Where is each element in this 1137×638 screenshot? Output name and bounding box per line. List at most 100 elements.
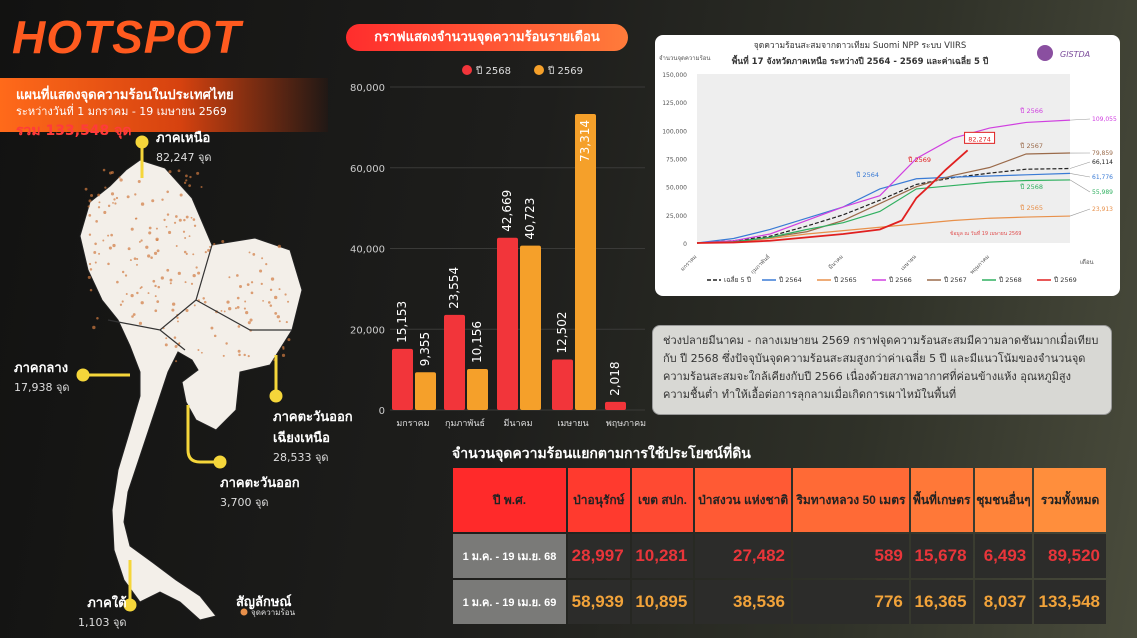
row-period: 1 ม.ค. - 19 เม.ย. 68 <box>453 534 566 578</box>
hotspot-dot <box>84 187 88 191</box>
hotspot-dot <box>192 218 196 221</box>
hotspot-dot <box>213 334 217 338</box>
hotspot-dot <box>166 268 170 272</box>
hotspot-dot <box>137 180 141 184</box>
y-tick-label: 100,000 <box>662 128 687 135</box>
hotspot-dot <box>136 257 139 261</box>
hotspot-dot <box>165 337 168 340</box>
end-value-label: 79,859 <box>1092 150 1113 157</box>
hotspot-dot <box>140 239 143 242</box>
hotspot-dot <box>108 171 113 175</box>
hotspot-dot <box>118 176 121 179</box>
hotspot-dot <box>174 345 178 348</box>
hotspot-dot <box>175 360 178 363</box>
series-inline-label: ปี 2567 <box>1020 142 1043 150</box>
hotspot-dot <box>147 292 150 295</box>
cell-value: 27,482 <box>695 534 791 578</box>
hotspot-dot <box>243 353 246 357</box>
cell-value: 38,536 <box>695 580 791 624</box>
hotspot-dot <box>193 224 197 227</box>
hotspot-dot <box>220 309 223 312</box>
hotspot-dot <box>88 262 92 266</box>
hotspot-dot <box>124 274 128 277</box>
hotspot-dot <box>225 342 228 345</box>
hotspot-dot <box>197 271 201 275</box>
bar <box>520 245 541 410</box>
total-hotspots: รวม 133,548 จุด <box>16 123 132 139</box>
hotspot-dot <box>121 270 125 274</box>
cell-value: 89,520 <box>1034 534 1106 578</box>
hotspot-dot <box>87 275 91 279</box>
y-tick-label: 150,000 <box>662 72 687 79</box>
bar-value-label: 73,314 <box>578 120 592 162</box>
line-chart-subtitle: พื้นที่ 17 จังหวัดภาคเหนือ ระหว่างปี 256… <box>732 54 989 67</box>
hotspot-dot <box>115 196 119 200</box>
hotspot-dot <box>274 295 278 300</box>
hotspot-dot <box>87 205 90 208</box>
hotspot-dot <box>130 227 134 231</box>
hotspot-dot <box>166 190 169 194</box>
column-header: ปี พ.ศ. <box>453 468 566 532</box>
table-row: 1 ม.ค. - 19 เม.ย. 69 58,939 10,895 38,536 77… <box>453 580 1106 624</box>
bar-value-label: 9,355 <box>418 332 432 366</box>
cell-value: 589 <box>793 534 909 578</box>
hotspot-dot <box>238 285 243 289</box>
hotspot-dot <box>184 281 187 284</box>
hotspot-dot <box>175 245 178 248</box>
series-line <box>696 119 1071 244</box>
table-header-row: ปี พ.ศ. ป่าอนุรักษ์ เขต สปก. ป่าสงวน แห่งชา… <box>453 468 1106 532</box>
callout-dot-north <box>135 135 149 149</box>
latest-value-box <box>964 131 996 144</box>
hotspot-dot <box>153 251 158 256</box>
y-tick-label: 0 <box>683 241 687 248</box>
bar-value-label: 10,156 <box>470 321 484 363</box>
hotspot-dot <box>116 280 119 284</box>
bar-chart-title: กราฟแสดงจำนวนจุดความร้อนรายเดือน <box>346 24 628 51</box>
hotspot-dot <box>269 288 273 292</box>
hotspot-dot <box>177 320 179 323</box>
hotspot-dot <box>94 242 97 246</box>
hotspot-dot <box>200 185 203 189</box>
hotspot-dot <box>110 192 115 196</box>
hotspot-dot <box>249 318 253 322</box>
legend-label: ปี 2568 <box>998 276 1021 284</box>
region-value: 82,247 จุด <box>156 151 212 164</box>
hotspot-dot <box>104 186 107 189</box>
hotspot-dot <box>179 193 183 197</box>
hotspot-dot <box>184 237 187 239</box>
hotspot-dot <box>278 320 281 323</box>
series-line <box>696 215 1071 244</box>
hotspot-dot <box>236 296 240 300</box>
hotspot-dot <box>285 321 288 324</box>
cell-value: 10,895 <box>631 580 694 624</box>
hotspot-dot <box>270 277 275 281</box>
hotspot-dot <box>193 304 196 307</box>
bar <box>552 359 573 410</box>
end-value-label: 61,776 <box>1092 174 1113 181</box>
bar-value-label: 40,723 <box>523 198 537 240</box>
hotspot-dot <box>136 263 138 266</box>
hotspot-dot <box>287 338 291 342</box>
hotspot-dot <box>132 313 136 316</box>
hotspot-dot <box>154 295 157 298</box>
region-northeast: ภาคตะวันออก เฉียงเหนือ 28,533 จุด <box>273 406 353 466</box>
legend-label-2569: ปี 2569 <box>547 65 583 77</box>
hotspot-dot <box>202 297 205 300</box>
x-tick-label: พฤษภาคม <box>969 254 991 276</box>
hotspot-dot <box>190 282 194 285</box>
end-value-label: 55,989 <box>1092 189 1113 196</box>
hotspot-dot <box>278 288 281 291</box>
hotspot-dot <box>157 285 161 289</box>
hotspot-dot <box>196 171 200 175</box>
hotspot-dot <box>145 245 149 249</box>
bar-value-label: 2,018 <box>608 361 622 395</box>
hotspot-dot <box>98 201 101 204</box>
line-chart-card: จุดความร้อนสะสมจากดาวเทียม Suomi NPP ระบ… <box>655 35 1120 296</box>
hotspot-dot <box>171 302 176 306</box>
data-date-note: ข้อมูล ณ วันที่ 19 เมษายน 2569 <box>950 230 1021 237</box>
hotspot-dot <box>185 174 188 178</box>
x-tick-label: กุมภาพันธ์ <box>445 417 485 429</box>
cell-value: 10,281 <box>631 534 694 578</box>
column-header: ป่าสงวน แห่งชาติ <box>695 468 791 532</box>
column-header: พื้นที่เกษตร <box>910 468 973 532</box>
